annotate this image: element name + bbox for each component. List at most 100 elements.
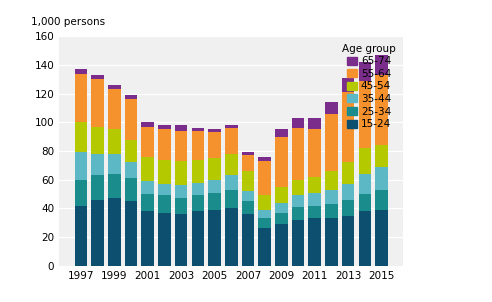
Bar: [258, 210, 271, 218]
Bar: [158, 184, 171, 195]
Bar: [275, 213, 288, 224]
Bar: [242, 214, 254, 266]
Bar: [292, 118, 304, 128]
Bar: [242, 171, 254, 191]
Bar: [108, 130, 121, 154]
Bar: [208, 130, 221, 132]
Bar: [175, 185, 187, 198]
Bar: [225, 190, 238, 208]
Bar: [142, 181, 154, 194]
Bar: [258, 195, 271, 210]
Bar: [125, 162, 137, 178]
Bar: [208, 210, 221, 266]
Bar: [125, 201, 137, 266]
Bar: [325, 204, 338, 218]
Bar: [158, 125, 171, 130]
Bar: [158, 195, 171, 213]
Bar: [292, 128, 304, 180]
Bar: [359, 81, 371, 148]
Bar: [108, 174, 121, 198]
Bar: [225, 125, 238, 128]
Bar: [75, 153, 87, 180]
Bar: [359, 174, 371, 194]
Bar: [225, 154, 238, 175]
Bar: [342, 78, 354, 92]
Bar: [158, 130, 171, 159]
Bar: [258, 157, 271, 161]
Bar: [208, 180, 221, 193]
Bar: [108, 85, 121, 89]
Bar: [375, 190, 388, 210]
Bar: [175, 214, 187, 266]
Bar: [142, 157, 154, 181]
Bar: [142, 211, 154, 266]
Bar: [308, 218, 321, 266]
Bar: [258, 228, 271, 266]
Bar: [375, 145, 388, 167]
Bar: [258, 218, 271, 228]
Bar: [75, 74, 87, 122]
Bar: [225, 175, 238, 190]
Bar: [125, 99, 137, 140]
Bar: [342, 162, 354, 184]
Bar: [92, 79, 104, 127]
Bar: [191, 131, 204, 159]
Bar: [175, 125, 187, 131]
Bar: [158, 213, 171, 266]
Bar: [191, 195, 204, 211]
Bar: [308, 193, 321, 205]
Bar: [158, 160, 171, 184]
Bar: [191, 182, 204, 195]
Bar: [308, 206, 321, 218]
Bar: [208, 193, 221, 210]
Bar: [342, 184, 354, 200]
Bar: [108, 154, 121, 174]
Bar: [275, 224, 288, 266]
Bar: [375, 55, 388, 75]
Bar: [275, 187, 288, 203]
Bar: [92, 175, 104, 200]
Bar: [242, 153, 254, 155]
Bar: [175, 161, 187, 185]
Bar: [359, 194, 371, 211]
Bar: [175, 131, 187, 161]
Bar: [275, 203, 288, 213]
Bar: [108, 198, 121, 266]
Bar: [92, 127, 104, 154]
Bar: [125, 178, 137, 201]
Bar: [191, 159, 204, 182]
Bar: [342, 92, 354, 162]
Bar: [292, 180, 304, 195]
Bar: [208, 132, 221, 158]
Bar: [275, 137, 288, 187]
Bar: [191, 211, 204, 266]
Legend: 65-74, 55-64, 45-54, 35-44, 25-34, 15-24: 65-74, 55-64, 45-54, 35-44, 25-34, 15-24: [340, 41, 398, 131]
Bar: [292, 195, 304, 207]
Bar: [142, 122, 154, 127]
Bar: [258, 161, 271, 195]
Bar: [292, 207, 304, 220]
Bar: [242, 155, 254, 171]
Bar: [292, 220, 304, 266]
Bar: [359, 62, 371, 81]
Text: 1,000 persons: 1,000 persons: [31, 17, 106, 27]
Bar: [325, 218, 338, 266]
Bar: [359, 211, 371, 266]
Bar: [325, 171, 338, 190]
Bar: [75, 205, 87, 266]
Bar: [175, 198, 187, 214]
Bar: [375, 167, 388, 190]
Bar: [375, 75, 388, 145]
Bar: [142, 127, 154, 157]
Bar: [191, 128, 204, 131]
Bar: [308, 130, 321, 177]
Bar: [75, 180, 87, 205]
Bar: [208, 158, 221, 180]
Bar: [92, 200, 104, 266]
Bar: [242, 201, 254, 214]
Bar: [225, 128, 238, 154]
Bar: [308, 118, 321, 130]
Bar: [92, 154, 104, 175]
Bar: [308, 177, 321, 193]
Bar: [142, 194, 154, 211]
